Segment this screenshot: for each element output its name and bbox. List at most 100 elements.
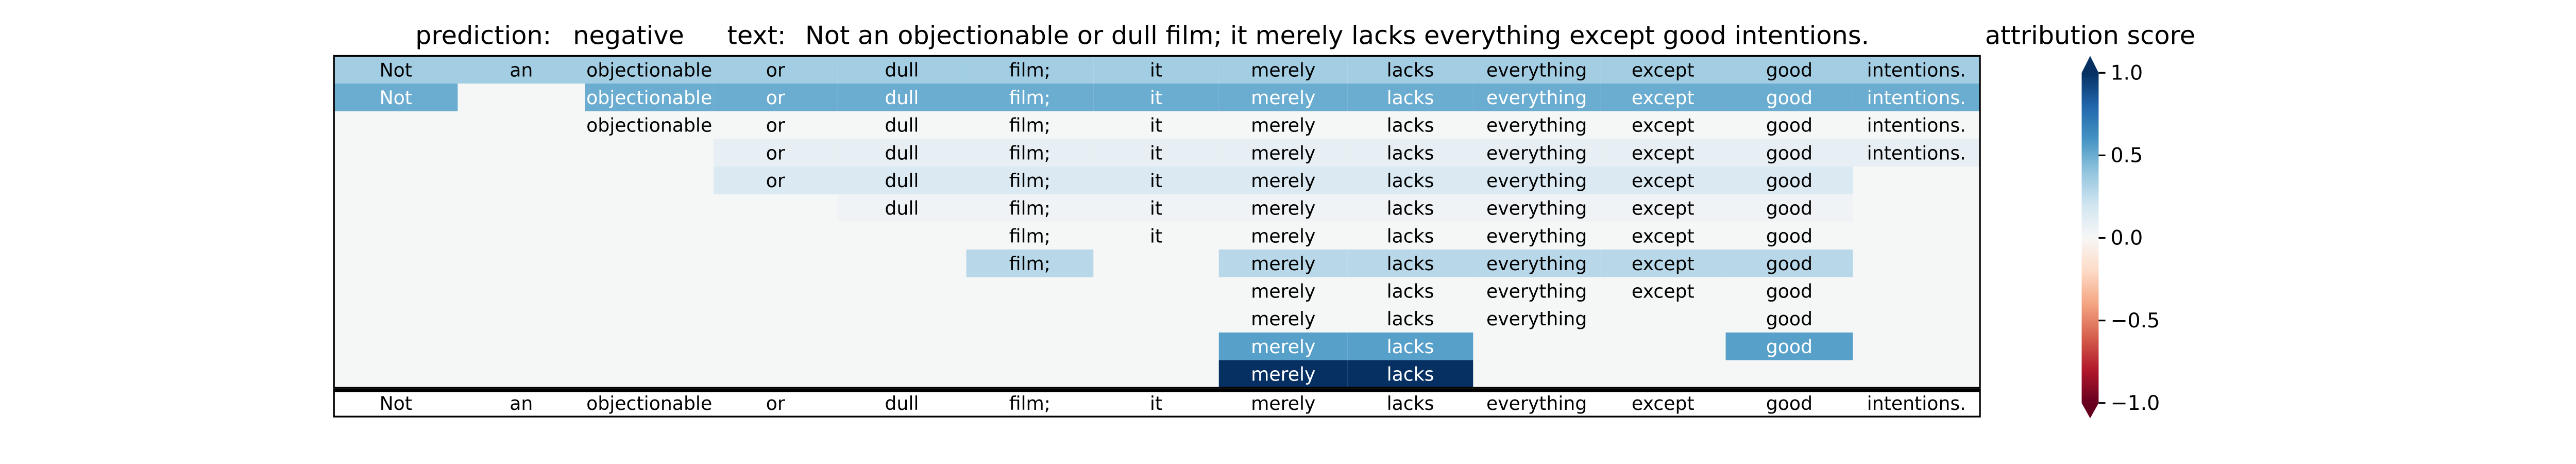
baseline-token: merely (1251, 392, 1315, 415)
heatmap-cell (1725, 56, 1853, 84)
heatmap-cell (1853, 111, 1980, 139)
baseline-token: lacks (1387, 392, 1434, 415)
heatmap-cell-token: merely (1251, 253, 1315, 275)
heatmap-cell (1218, 111, 1348, 139)
heatmap-cell (1725, 194, 1853, 222)
prediction-value: negative (573, 20, 684, 50)
baseline-token: film; (1009, 392, 1050, 415)
heatmap-cell-token: dull (885, 114, 919, 137)
heatmap-cell (1093, 222, 1219, 250)
colorbar-tick-label: −1.0 (2110, 391, 2160, 415)
heatmap-cell-token: lacks (1387, 87, 1434, 109)
heatmap-cell-token: lacks (1387, 197, 1434, 220)
heatmap-cell (1725, 139, 1853, 167)
heatmap-cell-token: everything (1486, 87, 1587, 109)
heatmap-cell (1725, 277, 1853, 305)
heatmap-cell-token: film; (1009, 225, 1050, 247)
heatmap-cell-token: except (1632, 87, 1694, 109)
heatmap-cell-token: good (1766, 114, 1812, 137)
heatmap-cell (966, 166, 1094, 194)
heatmap-cell (1600, 111, 1726, 139)
heatmap-cell-token: everything (1486, 59, 1587, 81)
heatmap-cell (837, 139, 967, 167)
heatmap-cell-token: good (1766, 308, 1812, 330)
heatmap-cell-token: dull (885, 87, 919, 109)
heatmap-cell (1347, 249, 1473, 277)
heatmap-cell-token: dull (885, 170, 919, 192)
heatmap-cell (1600, 139, 1726, 167)
colorbar-tick-label: 1.0 (2110, 61, 2143, 85)
heatmap-cell-token: everything (1486, 280, 1587, 303)
heatmap-cell-token: except (1632, 170, 1694, 192)
heatmap-cell-token: or (766, 142, 785, 164)
heatmap-cell (966, 139, 1094, 167)
baseline-token: intentions. (1867, 392, 1966, 415)
heatmap-cell-token: lacks (1387, 253, 1434, 275)
heatmap-cell-token: objectionable (586, 87, 712, 109)
heatmap-cell (837, 111, 967, 139)
heatmap-cell-token: an (510, 59, 533, 81)
baseline-token: good (1766, 392, 1812, 415)
heatmap-cell-token: except (1632, 197, 1694, 220)
heatmap-cell (1600, 194, 1726, 222)
heatmap-cell (1218, 360, 1348, 388)
heatmap-cell-token: intentions. (1867, 114, 1966, 137)
heatmap-cell (1218, 84, 1348, 111)
heatmap-cell-token: except (1632, 142, 1694, 164)
heatmap-cell (837, 194, 967, 222)
heatmap-cell (1853, 139, 1980, 167)
heatmap-cell-token: it (1150, 87, 1162, 109)
heatmap-cell (1600, 166, 1726, 194)
heatmap-cell (1347, 139, 1473, 167)
heatmap-cell-token: it (1150, 225, 1162, 247)
baseline-frame (333, 388, 1981, 418)
heatmap-cell-token: intentions. (1867, 59, 1966, 81)
heatmap-cell (1347, 166, 1473, 194)
heatmap-cell (1347, 84, 1473, 111)
heatmap-cell (1853, 84, 1980, 111)
text-label: text: (727, 20, 786, 50)
baseline-token: it (1150, 392, 1162, 415)
heatmap-cell (966, 222, 1094, 250)
heatmap-cell (714, 84, 838, 111)
prediction-label: prediction: (415, 20, 551, 50)
heatmap-cell (585, 111, 714, 139)
heatmap-cell-token: or (766, 170, 785, 192)
baseline-token: or (766, 392, 785, 415)
heatmap-cell-token: except (1632, 280, 1694, 303)
heatmap-cell-token: good (1766, 197, 1812, 220)
colorbar-bottom-arrow (2081, 403, 2099, 419)
heatmap-cell-token: dull (885, 59, 919, 81)
heatmap-cell-token: good (1766, 336, 1812, 358)
colorbar-tick-label: 0.0 (2110, 226, 2143, 250)
baseline-token: objectionable (586, 392, 712, 415)
heatmap-cell (1473, 139, 1601, 167)
heatmap-cell-token: merely (1251, 308, 1315, 330)
heatmap-cell (1218, 277, 1348, 305)
heatmap-cell (1473, 222, 1601, 250)
colorbar-tick-label: 0.5 (2110, 144, 2143, 168)
heatmap-cell (1218, 249, 1348, 277)
heatmap-cell (1473, 194, 1601, 222)
heatmap-cell-token: except (1632, 225, 1694, 247)
heatmap-cell-token: it (1150, 197, 1162, 220)
heatmap-cell-token: film; (1009, 87, 1050, 109)
heatmap-cell (1725, 84, 1853, 111)
heatmap-cell-token: everything (1486, 197, 1587, 220)
heatmap-cell (1093, 139, 1219, 167)
heatmap-cell-token: objectionable (586, 114, 712, 137)
heatmap-cell (1725, 222, 1853, 250)
heatmap-cell-token: it (1150, 170, 1162, 192)
heatmap-cell (1600, 56, 1726, 84)
heatmap-cell-token: merely (1251, 225, 1315, 247)
heatmap-cell (1347, 332, 1473, 360)
heatmap-frame (333, 55, 1981, 389)
heatmap-cell (837, 166, 967, 194)
heatmap-cell (1347, 111, 1473, 139)
heatmap-cell (1600, 84, 1726, 111)
heatmap-cell-token: it (1150, 59, 1162, 81)
heatmap-cell-token: except (1632, 114, 1694, 137)
heatmap-cell-token: lacks (1387, 280, 1434, 303)
heatmap-cell (1853, 56, 1980, 84)
heatmap-cell-token: everything (1486, 253, 1587, 275)
